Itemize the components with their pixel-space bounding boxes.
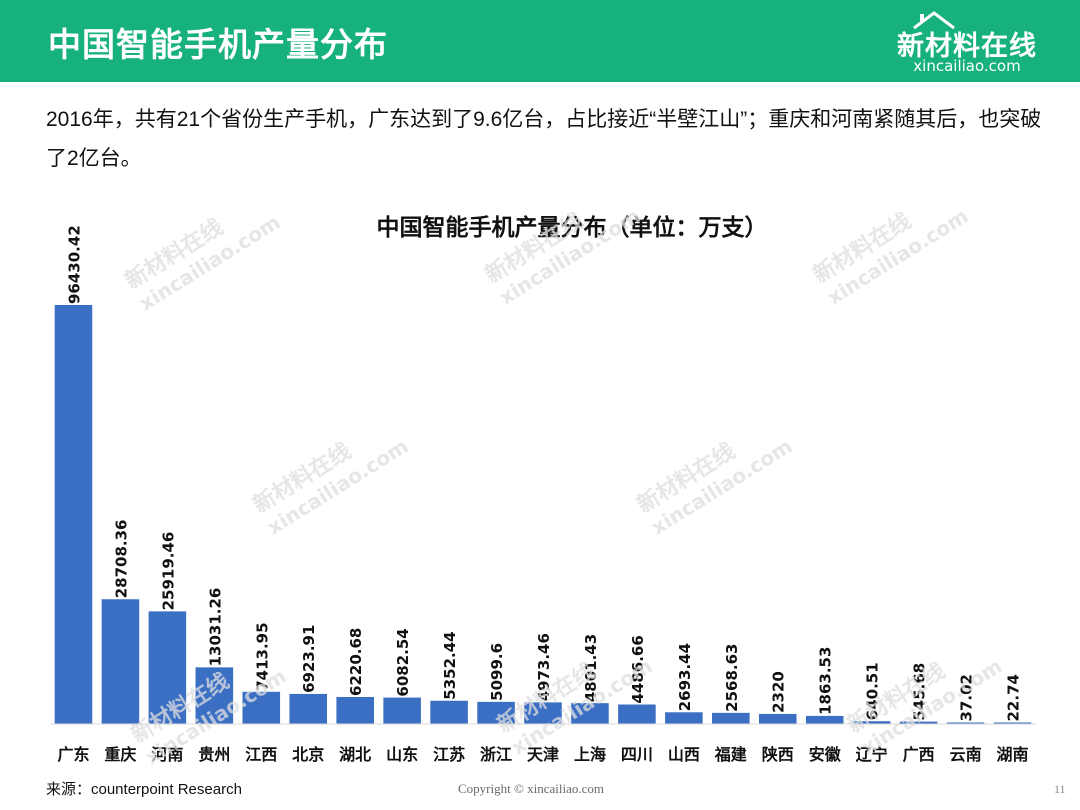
house-roof-icon	[913, 11, 955, 30]
category-label: 辽宁	[856, 745, 888, 764]
page-number: 11	[1054, 782, 1066, 796]
value-label: 4801.43	[582, 634, 600, 702]
value-label: 13031.26	[206, 588, 224, 667]
category-label: 河南	[151, 745, 183, 764]
category-label: 上海	[574, 745, 606, 764]
category-label: 山东	[386, 745, 418, 764]
bar-山东	[383, 697, 421, 724]
value-label: 640.51	[864, 662, 882, 720]
bar-陕西	[758, 713, 797, 724]
logo-text: 新材料在线	[897, 31, 1037, 62]
value-label: 6220.68	[347, 628, 365, 696]
category-label: 福建	[714, 745, 747, 764]
value-label: 7413.95	[253, 622, 271, 690]
bar-天津	[524, 702, 562, 724]
page-title: 中国智能手机产量分布	[48, 25, 388, 64]
value-label: 5352.44	[441, 631, 459, 699]
category-label: 山西	[668, 745, 700, 764]
bar-辽宁	[852, 721, 891, 724]
category-label: 湖北	[339, 745, 371, 764]
category-label: 云南	[950, 745, 982, 764]
category-label: 重庆	[104, 745, 136, 764]
category-label: 江苏	[433, 745, 465, 764]
bar-四川	[618, 704, 656, 724]
bar-湖北	[336, 696, 374, 724]
brand-logo: 新材料在线 xincailiao.com	[892, 10, 1042, 76]
bar-江苏	[430, 700, 468, 724]
category-label: 江西	[245, 745, 277, 764]
value-label: 6082.54	[394, 628, 412, 696]
category-label: 贵州	[198, 745, 230, 764]
category-label: 广东	[57, 745, 89, 764]
logo-domain: xincailiao.com	[913, 57, 1021, 75]
bar-河南	[148, 611, 187, 724]
category-label: 湖南	[997, 745, 1029, 764]
bar-重庆	[101, 599, 140, 724]
value-label: 5099.6	[488, 643, 506, 701]
bar-安徽	[805, 715, 844, 724]
value-label: 2320	[770, 671, 788, 713]
source-note: 来源：counterpoint Research	[46, 781, 242, 798]
category-label: 四川	[621, 745, 653, 764]
bar-江西	[242, 691, 281, 724]
bar-浙江	[477, 701, 515, 724]
category-label: 天津	[527, 745, 559, 764]
bar-湖南	[993, 722, 1032, 724]
value-label: 28708.36	[112, 519, 130, 598]
category-label: 浙江	[480, 745, 512, 764]
value-label: 6923.91	[300, 625, 318, 693]
category-label: 广西	[903, 745, 935, 764]
copyright-note: Copyright © xincailiao.com	[458, 781, 604, 796]
chart-title: 中国智能手机产量分布（单位：万支）	[377, 214, 768, 241]
header-bar: 中国智能手机产量分布 新材料在线 xincailiao.com	[0, 0, 1080, 82]
value-label: 4486.66	[629, 635, 647, 703]
value-label: 22.74	[1005, 674, 1023, 721]
bar-贵州	[195, 667, 234, 724]
value-label: 545.68	[911, 663, 929, 721]
value-label: 1863.53	[817, 647, 835, 715]
value-label: 96430.42	[65, 225, 83, 304]
category-label: 北京	[292, 745, 324, 764]
bar-广东	[54, 305, 93, 724]
value-label: 2568.63	[723, 644, 741, 712]
bar-福建	[712, 712, 750, 724]
bar-广西	[899, 721, 938, 724]
bar-上海	[571, 703, 609, 724]
intro-paragraph: 2016年，共有21个省份生产手机，广东达到了9.6亿台，占比接近“半壁江山”；…	[46, 108, 1042, 170]
bar-北京	[289, 693, 328, 724]
bar-云南	[946, 722, 985, 724]
category-label: 陕西	[762, 745, 794, 764]
value-label: 37.02	[958, 674, 976, 721]
value-label: 4973.46	[535, 633, 553, 701]
bar-山西	[665, 712, 703, 724]
value-label: 25919.46	[159, 532, 177, 611]
bar-chart: 中国智能手机产量分布（单位：万支） 96430.42 28708.36 25919.…	[50, 214, 1036, 764]
category-label: 安徽	[809, 745, 842, 764]
value-label: 2693.44	[676, 643, 694, 711]
